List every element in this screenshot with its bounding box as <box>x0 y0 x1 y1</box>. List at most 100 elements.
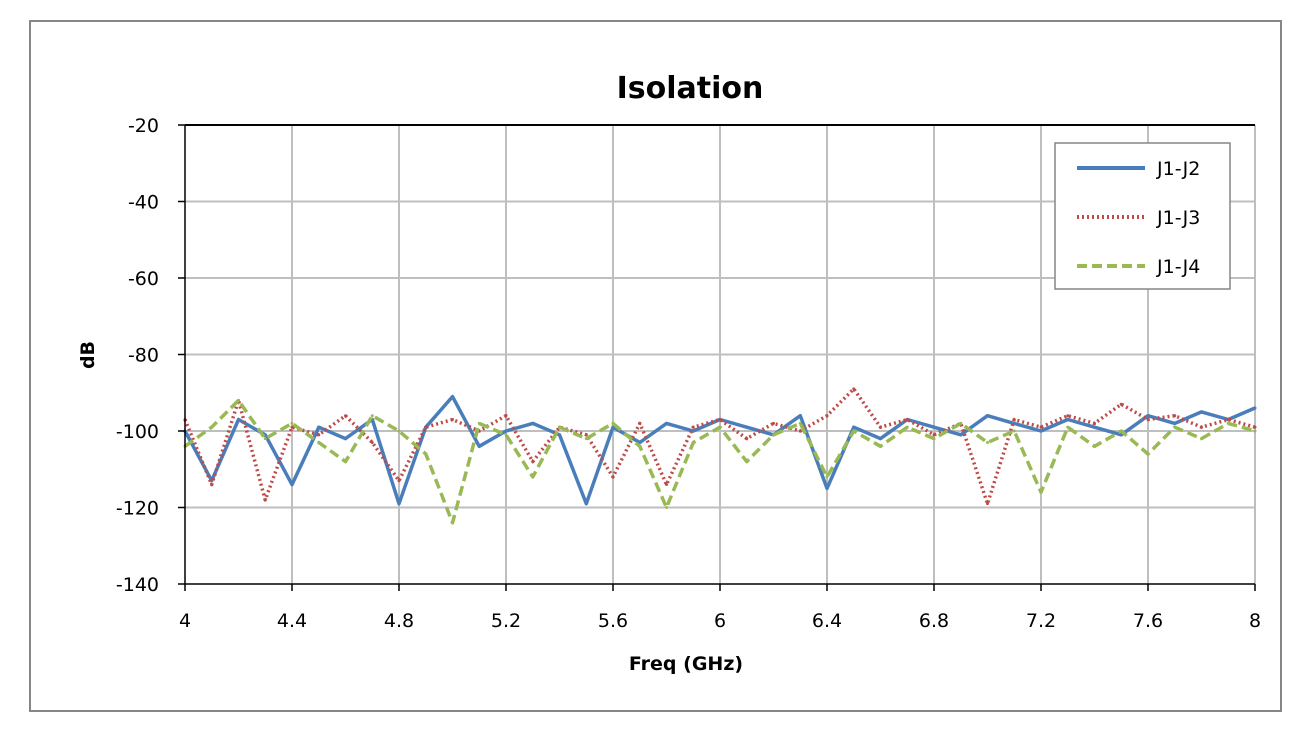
data-point <box>1253 406 1257 410</box>
chart-title: Isolation <box>617 71 764 106</box>
data-point <box>210 425 214 429</box>
x-tick-label: 8 <box>1249 610 1261 632</box>
chart-frame <box>29 20 1282 712</box>
data-point <box>1012 429 1016 433</box>
data-point <box>397 429 401 433</box>
data-point <box>531 475 535 479</box>
data-point <box>290 425 294 429</box>
data-point <box>1093 444 1096 448</box>
data-point <box>237 418 240 422</box>
data-point <box>1173 414 1177 418</box>
data-point <box>905 418 909 422</box>
data-point <box>1146 418 1150 422</box>
data-point <box>558 425 561 429</box>
data-point <box>1173 425 1177 429</box>
data-point <box>1226 418 1230 422</box>
data-point <box>745 460 749 464</box>
data-point <box>611 421 615 425</box>
data-point <box>1012 421 1016 425</box>
data-point <box>691 425 695 429</box>
data-point <box>1039 429 1043 433</box>
data-point <box>798 429 802 433</box>
data-point <box>370 414 374 418</box>
data-point <box>718 425 722 429</box>
data-point <box>745 425 749 429</box>
data-point <box>263 437 267 441</box>
x-tick-label: 6 <box>714 610 726 632</box>
y-tick-label: -80 <box>128 345 159 367</box>
y-tick-label: -140 <box>116 574 159 596</box>
data-point <box>825 475 829 479</box>
legend-label-j1-j2: J1-J2 <box>1156 158 1200 180</box>
data-point <box>504 414 508 418</box>
data-point <box>745 437 749 441</box>
data-point <box>531 460 535 464</box>
data-point <box>263 498 267 502</box>
data-point <box>825 414 829 418</box>
data-point <box>558 433 561 437</box>
data-point <box>638 421 642 425</box>
data-point <box>344 460 347 464</box>
data-point <box>1066 414 1070 418</box>
data-point <box>611 475 615 479</box>
data-point <box>1119 402 1123 406</box>
data-point <box>317 433 321 437</box>
x-axis-label: Freq (GHz) <box>629 653 743 675</box>
x-tick-label: 4.8 <box>384 610 414 632</box>
data-point <box>959 421 963 425</box>
data-point <box>504 433 508 437</box>
data-point <box>638 440 642 444</box>
legend: J1-J2 J1-J3 J1-J4 <box>1054 142 1231 290</box>
data-point <box>344 437 347 441</box>
data-point <box>397 479 401 483</box>
data-point <box>638 444 642 448</box>
data-point <box>477 421 481 425</box>
data-point <box>504 429 508 433</box>
data-point <box>451 521 454 525</box>
data-point <box>1066 418 1070 422</box>
legend-label-j1-j3: J1-J3 <box>1156 207 1200 229</box>
data-point <box>424 425 428 429</box>
x-tick-label: 6.8 <box>919 610 949 632</box>
data-point <box>531 421 535 425</box>
data-point <box>1200 410 1203 414</box>
data-point <box>879 437 882 441</box>
data-point <box>1253 425 1257 429</box>
data-point <box>1146 452 1150 456</box>
x-tick-label: 6.4 <box>812 610 842 632</box>
data-point <box>1012 418 1016 422</box>
data-point <box>477 444 481 448</box>
data-point <box>451 418 454 422</box>
x-tick-label: 7.6 <box>1133 610 1163 632</box>
series-lines <box>183 387 1257 525</box>
x-tick-label: 4.4 <box>277 610 307 632</box>
data-point <box>210 483 214 487</box>
data-point <box>825 486 829 490</box>
y-axis-label: dB <box>77 341 99 369</box>
data-point <box>932 433 936 437</box>
data-point <box>317 440 321 444</box>
data-point <box>1200 425 1203 429</box>
data-point <box>665 506 668 509</box>
data-point <box>852 429 856 433</box>
legend-label-j1-j4: J1-J4 <box>1156 256 1200 278</box>
data-point <box>986 502 989 506</box>
data-point <box>718 418 722 422</box>
data-point <box>932 437 936 441</box>
series-points-j1-j4 <box>183 398 1257 525</box>
data-point <box>852 425 856 429</box>
data-point <box>584 437 588 441</box>
data-point <box>1066 425 1070 429</box>
data-point <box>665 421 668 425</box>
data-point <box>611 425 615 429</box>
data-point <box>798 414 802 418</box>
data-point <box>1146 414 1150 418</box>
data-point <box>932 425 936 429</box>
data-point <box>665 483 668 487</box>
data-point <box>344 414 347 418</box>
data-point <box>1093 421 1096 425</box>
data-point <box>290 421 294 425</box>
data-point <box>1253 429 1257 433</box>
data-point <box>1200 437 1203 441</box>
